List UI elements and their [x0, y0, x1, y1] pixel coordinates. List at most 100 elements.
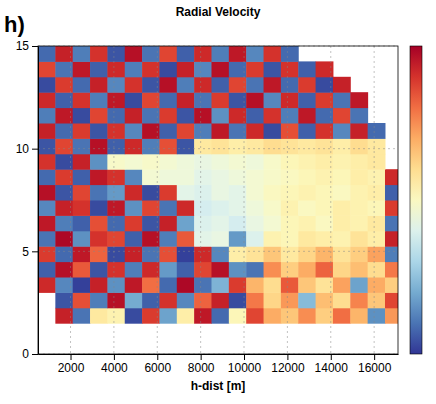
cell: [281, 308, 299, 324]
cell: [90, 92, 108, 108]
cell: [107, 231, 125, 247]
title: Radial Velocity: [176, 5, 261, 19]
cell: [246, 46, 264, 62]
cell: [298, 123, 316, 139]
cell: [177, 46, 195, 62]
cell: [298, 92, 316, 108]
cell: [246, 200, 264, 216]
cell: [368, 246, 386, 262]
cell: [90, 185, 108, 201]
cell: [125, 231, 143, 247]
cell: [90, 200, 108, 216]
cell: [177, 231, 195, 247]
cell: [73, 77, 91, 93]
cell: [350, 169, 368, 185]
cell: [90, 277, 108, 293]
tick-label: 15: [16, 39, 30, 53]
cell: [281, 215, 299, 231]
cell: [107, 277, 125, 293]
cell: [350, 292, 368, 308]
cell: [159, 169, 177, 185]
cell: [142, 292, 160, 308]
frame: [38, 46, 398, 354]
cell: [38, 108, 56, 124]
cell: [246, 308, 264, 324]
cell: [264, 292, 282, 308]
cell: [90, 215, 108, 231]
cell: [246, 92, 264, 108]
cell: [385, 262, 398, 278]
cell: [246, 77, 264, 93]
cell: [350, 123, 368, 139]
cell: [73, 277, 91, 293]
cell: [385, 277, 398, 293]
tick-label: 10: [16, 142, 30, 156]
cell: [90, 292, 108, 308]
tick: 2000: [58, 354, 85, 375]
cell: [125, 185, 143, 201]
cell: [298, 154, 316, 170]
y-axis: 051015: [16, 39, 39, 361]
cell: [55, 262, 73, 278]
cell: [38, 77, 56, 93]
cell: [159, 215, 177, 231]
cell: [107, 46, 125, 62]
cell: [298, 169, 316, 185]
cell: [229, 292, 247, 308]
chart: 2000400060008000100001200014000160000510…: [0, 0, 436, 404]
cell: [125, 215, 143, 231]
cell: [194, 292, 212, 308]
cell: [194, 200, 212, 216]
cell: [211, 308, 229, 324]
tick-mark: [32, 354, 38, 355]
cell: [90, 108, 108, 124]
cell: [246, 138, 264, 154]
cell: [281, 246, 299, 262]
cell: [298, 138, 316, 154]
cell: [125, 46, 143, 62]
cell: [298, 231, 316, 247]
cell: [159, 200, 177, 216]
cell: [159, 246, 177, 262]
cell: [177, 154, 195, 170]
grid-line: [200, 46, 201, 354]
cell: [159, 308, 177, 324]
cell: [385, 308, 398, 324]
cell: [73, 292, 91, 308]
cell: [350, 154, 368, 170]
cell: [38, 246, 56, 262]
cell: [264, 277, 282, 293]
tick-label: 2000: [58, 361, 85, 375]
cell: [194, 231, 212, 247]
cell: [281, 92, 299, 108]
cell: [90, 169, 108, 185]
cell: [298, 200, 316, 216]
cell: [350, 92, 368, 108]
cell: [368, 308, 386, 324]
cell: [281, 231, 299, 247]
axis-line: [38, 47, 39, 355]
cell: [333, 138, 351, 154]
cell: [55, 92, 73, 108]
cell: [246, 123, 264, 139]
cell: [159, 61, 177, 77]
tick-mark: [331, 354, 332, 360]
cell: [211, 262, 229, 278]
tick-mark: [71, 354, 72, 360]
cell: [159, 185, 177, 201]
tick: 4000: [101, 354, 128, 375]
tick-label: 8000: [188, 361, 215, 375]
cell: [55, 292, 73, 308]
cell: [385, 215, 398, 231]
cell: [159, 277, 177, 293]
cell: [281, 46, 299, 62]
cell: [107, 108, 125, 124]
cell: [125, 77, 143, 93]
cell: [73, 246, 91, 262]
cell: [350, 308, 368, 324]
cell: [177, 292, 195, 308]
cell: [107, 92, 125, 108]
cell: [107, 292, 125, 308]
cell: [368, 231, 386, 247]
cell: [316, 277, 334, 293]
